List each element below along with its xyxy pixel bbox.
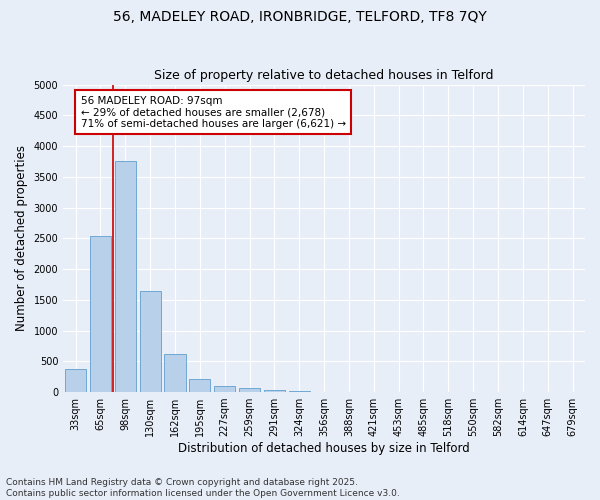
Bar: [264, 390, 285, 392]
Text: Contains HM Land Registry data © Crown copyright and database right 2025.
Contai: Contains HM Land Registry data © Crown c…: [6, 478, 400, 498]
Bar: [289, 391, 310, 392]
Y-axis label: Number of detached properties: Number of detached properties: [15, 146, 28, 332]
Bar: [189, 378, 211, 392]
Title: Size of property relative to detached houses in Telford: Size of property relative to detached ho…: [154, 69, 494, 82]
Bar: [239, 388, 260, 392]
Bar: [115, 161, 136, 392]
Text: 56, MADELEY ROAD, IRONBRIDGE, TELFORD, TF8 7QY: 56, MADELEY ROAD, IRONBRIDGE, TELFORD, T…: [113, 10, 487, 24]
X-axis label: Distribution of detached houses by size in Telford: Distribution of detached houses by size …: [178, 442, 470, 455]
Bar: [90, 236, 111, 392]
Bar: [214, 386, 235, 392]
Bar: [140, 290, 161, 392]
Bar: [65, 368, 86, 392]
Text: 56 MADELEY ROAD: 97sqm
← 29% of detached houses are smaller (2,678)
71% of semi-: 56 MADELEY ROAD: 97sqm ← 29% of detached…: [80, 96, 346, 129]
Bar: [164, 354, 185, 392]
